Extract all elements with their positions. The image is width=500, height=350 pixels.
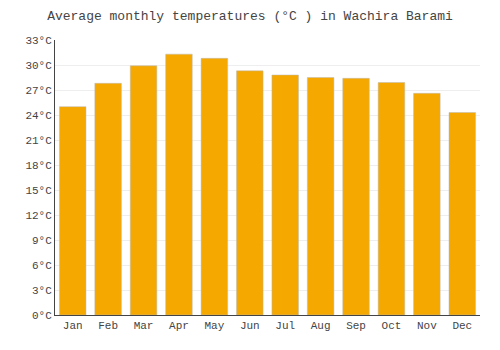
svg-text:15°C: 15°C <box>25 185 52 197</box>
svg-text:Feb: Feb <box>98 320 118 332</box>
svg-text:Jan: Jan <box>63 320 83 332</box>
svg-text:Sep: Sep <box>346 320 366 332</box>
svg-text:May: May <box>204 320 224 332</box>
svg-text:Nov: Nov <box>417 320 437 332</box>
svg-text:3°C: 3°C <box>32 285 52 297</box>
svg-text:Aug: Aug <box>311 320 331 332</box>
svg-text:21°C: 21°C <box>25 135 52 147</box>
svg-text:Jun: Jun <box>240 320 260 332</box>
svg-text:24°C: 24°C <box>25 110 52 122</box>
svg-text:27°C: 27°C <box>25 85 52 97</box>
svg-text:Apr: Apr <box>169 320 189 332</box>
svg-text:Dec: Dec <box>452 320 472 332</box>
svg-text:Mar: Mar <box>134 320 154 332</box>
svg-text:12°C: 12°C <box>25 210 52 222</box>
svg-text:0°C: 0°C <box>32 310 52 322</box>
svg-text:33°C: 33°C <box>25 35 52 47</box>
svg-text:30°C: 30°C <box>25 60 52 72</box>
svg-text:Jul: Jul <box>275 320 295 332</box>
svg-text:9°C: 9°C <box>32 235 52 247</box>
svg-text:6°C: 6°C <box>32 260 52 272</box>
svg-text:18°C: 18°C <box>25 160 52 172</box>
svg-text:Oct: Oct <box>382 320 402 332</box>
svg-text:Average monthly temperatures (: Average monthly temperatures (°C ) in Wa… <box>47 9 453 24</box>
